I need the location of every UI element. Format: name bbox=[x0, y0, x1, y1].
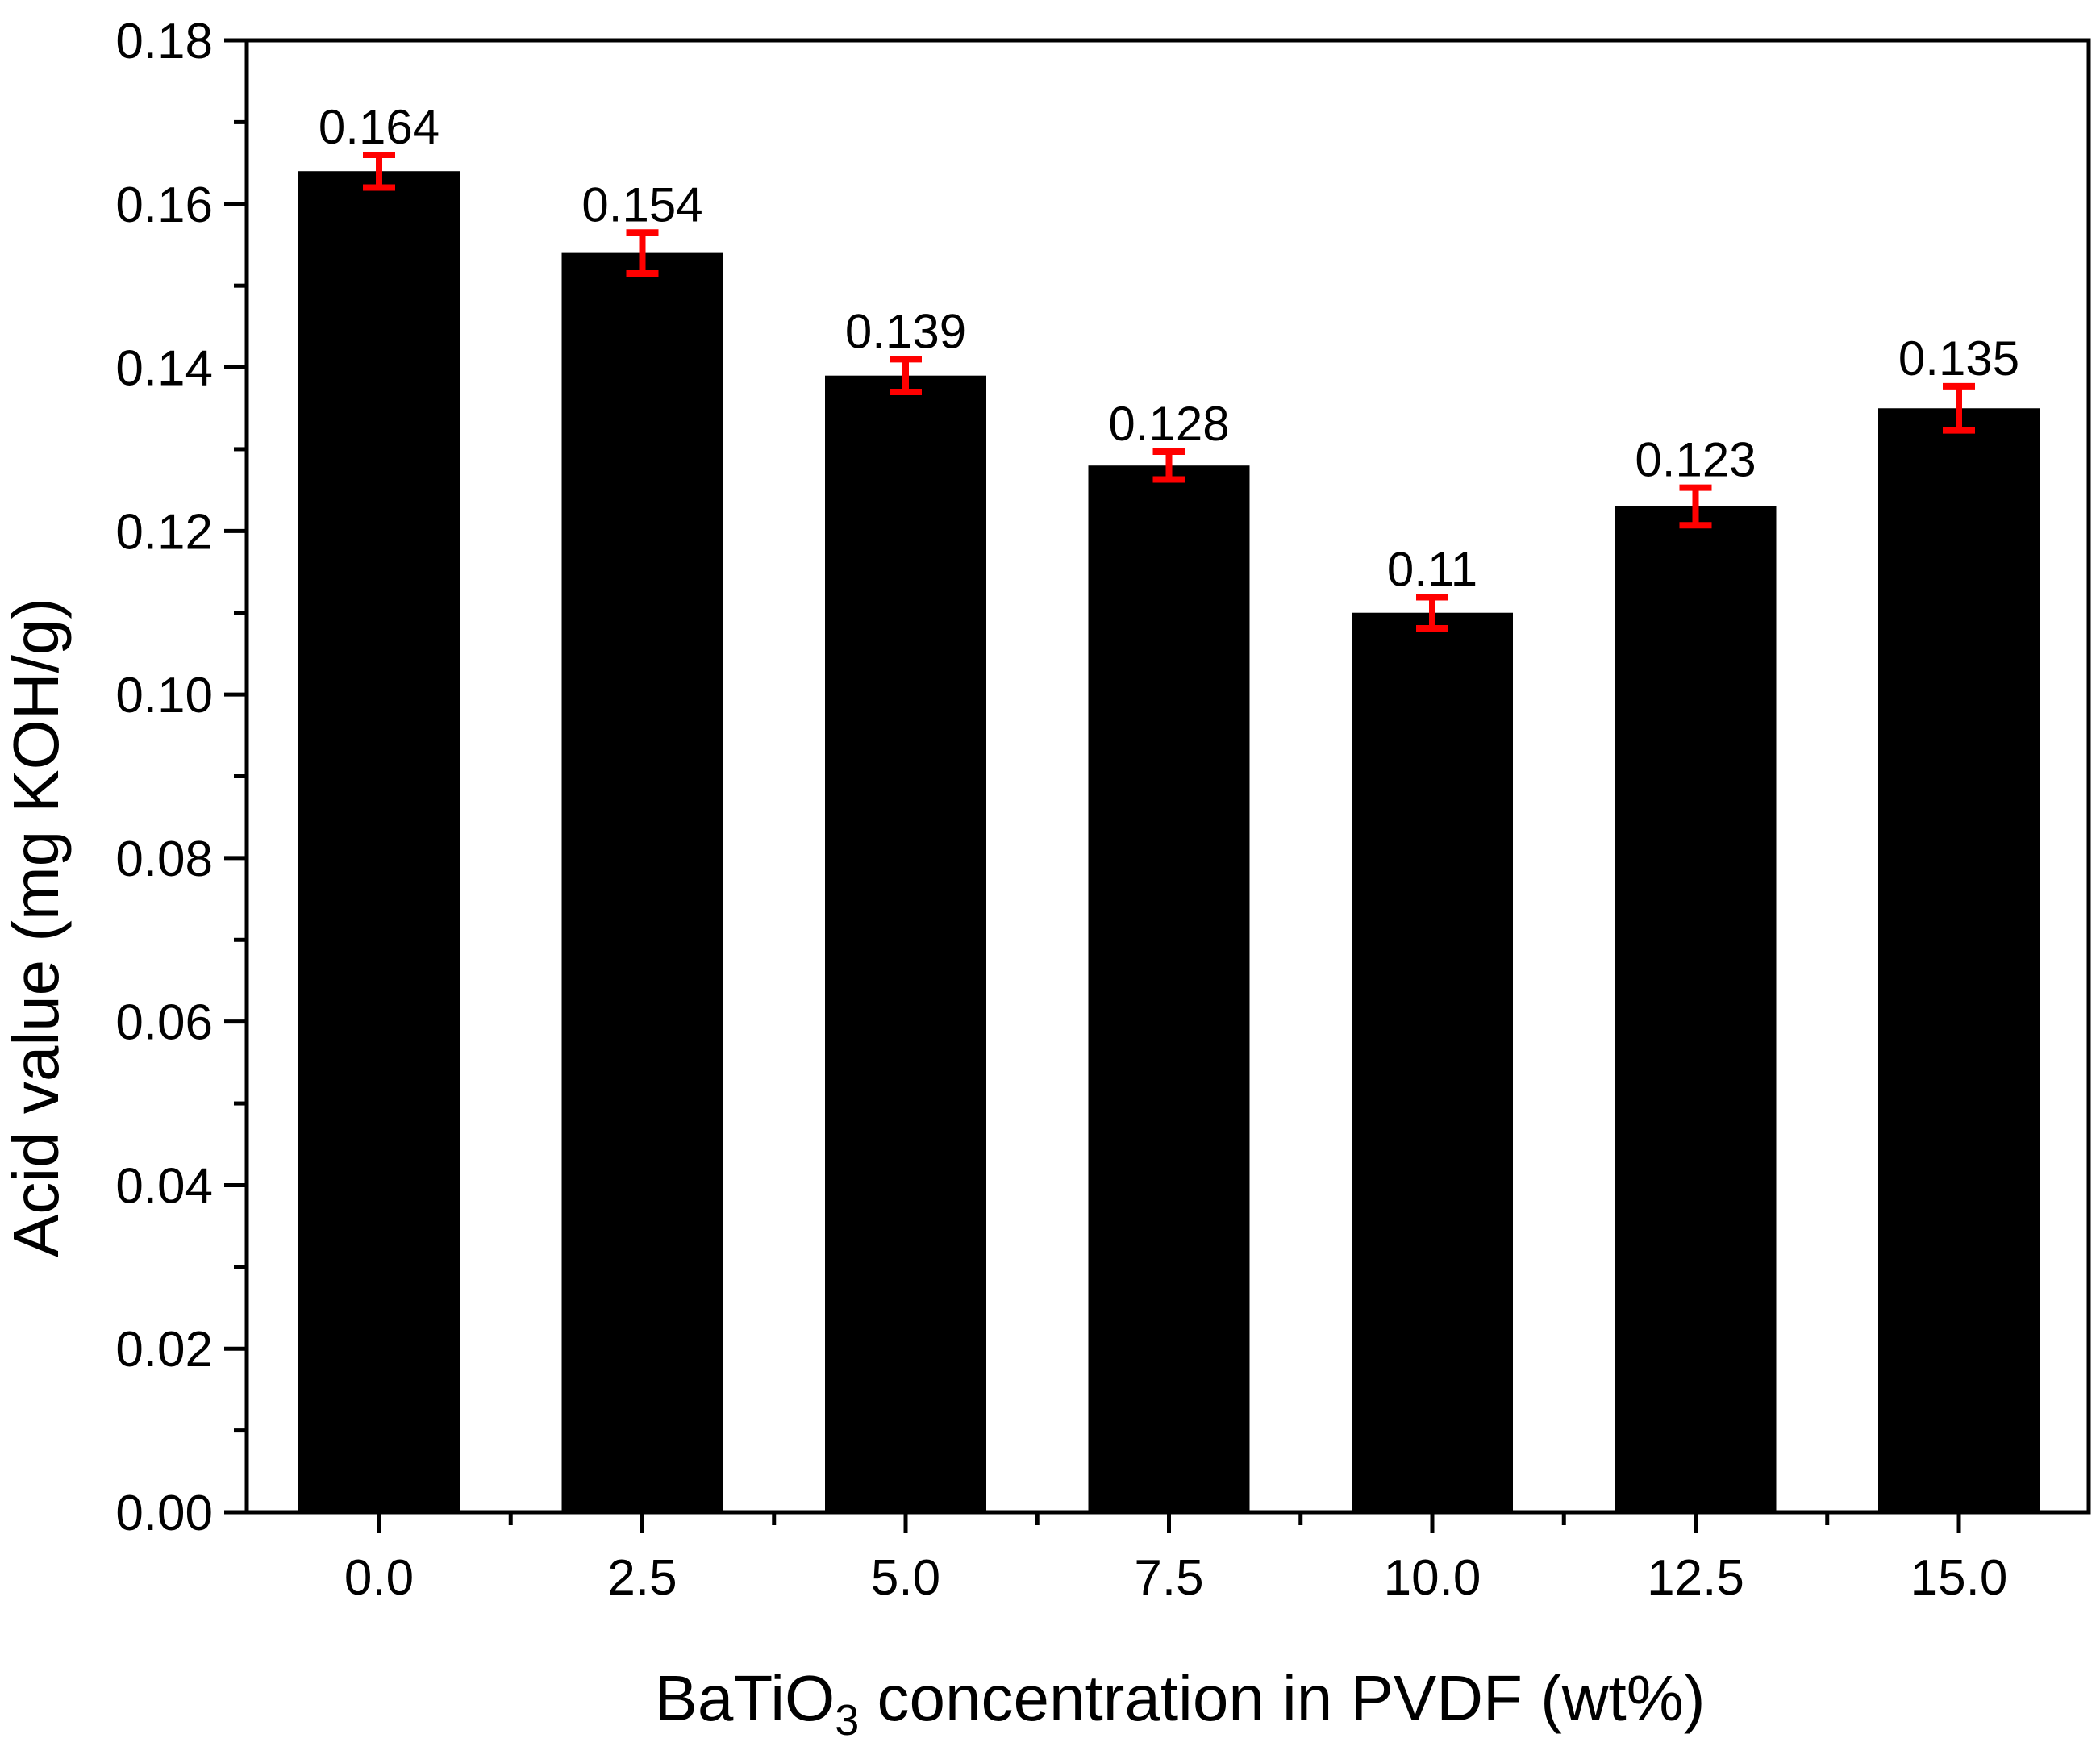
y-tick-label: 0.00 bbox=[115, 1486, 213, 1541]
error-bar bbox=[890, 356, 922, 395]
x-axis-title-suffix: concentration in PVDF (wt%) bbox=[859, 1662, 1705, 1734]
y-tick-label: 0.06 bbox=[115, 995, 213, 1051]
x-axis-title-subscript: 3 bbox=[835, 1696, 859, 1745]
x-tick-label: 5.0 bbox=[871, 1550, 940, 1606]
error-bar bbox=[1416, 594, 1448, 632]
y-axis-title: Acid value (mg KOH/g) bbox=[0, 598, 72, 1257]
y-tick-label: 0.16 bbox=[115, 177, 213, 233]
data-label: 0.11 bbox=[1387, 542, 1477, 596]
bar bbox=[1352, 612, 1513, 1513]
x-tick-label: 12.5 bbox=[1647, 1550, 1744, 1606]
y-tick-label: 0.14 bbox=[115, 341, 213, 397]
error-bar bbox=[626, 229, 659, 277]
error-bar bbox=[1943, 382, 1975, 434]
data-label: 0.135 bbox=[1898, 331, 2019, 386]
data-label: 0.154 bbox=[581, 177, 702, 231]
bar bbox=[1088, 465, 1250, 1513]
error-bar bbox=[363, 151, 395, 191]
y-tick-label: 0.02 bbox=[115, 1322, 213, 1378]
x-tick-label: 0.0 bbox=[344, 1550, 414, 1606]
bar bbox=[1878, 408, 2040, 1512]
x-tick-label: 2.5 bbox=[607, 1550, 677, 1606]
bar bbox=[1615, 506, 1777, 1512]
bar bbox=[825, 375, 986, 1512]
error-bars bbox=[363, 151, 1975, 632]
x-axis-title-prefix: BaTiO bbox=[654, 1662, 835, 1734]
y-tick-label: 0.12 bbox=[115, 504, 213, 560]
bar bbox=[561, 252, 723, 1513]
y-tick-label: 0.18 bbox=[115, 14, 213, 69]
data-label: 0.128 bbox=[1108, 397, 1229, 451]
y-tick-label: 0.08 bbox=[115, 832, 213, 887]
y-tick-label: 0.04 bbox=[115, 1158, 213, 1214]
error-bar bbox=[1679, 484, 1712, 529]
data-labels: 0.164 0.154 0.139 0.128 0.11 0.123 0.135 bbox=[319, 100, 2019, 597]
error-bar bbox=[1152, 448, 1185, 483]
x-tick-label: 7.5 bbox=[1134, 1550, 1203, 1606]
bar bbox=[298, 171, 460, 1513]
x-tick-label: 15.0 bbox=[1910, 1550, 2008, 1606]
x-axis-title: BaTiO3 concentration in PVDF (wt%) bbox=[654, 1662, 1705, 1745]
data-label: 0.164 bbox=[319, 100, 440, 154]
data-label: 0.139 bbox=[845, 304, 966, 358]
data-label: 0.123 bbox=[1635, 433, 1756, 487]
bars bbox=[298, 171, 2040, 1513]
x-tick-label: 10.0 bbox=[1384, 1550, 1481, 1606]
y-tick-label: 0.10 bbox=[115, 668, 213, 723]
axes: 0.00 0.02 0.04 0.06 0.08 0.10 0.12 0.14 0.16 0.18… bbox=[115, 14, 2091, 1606]
